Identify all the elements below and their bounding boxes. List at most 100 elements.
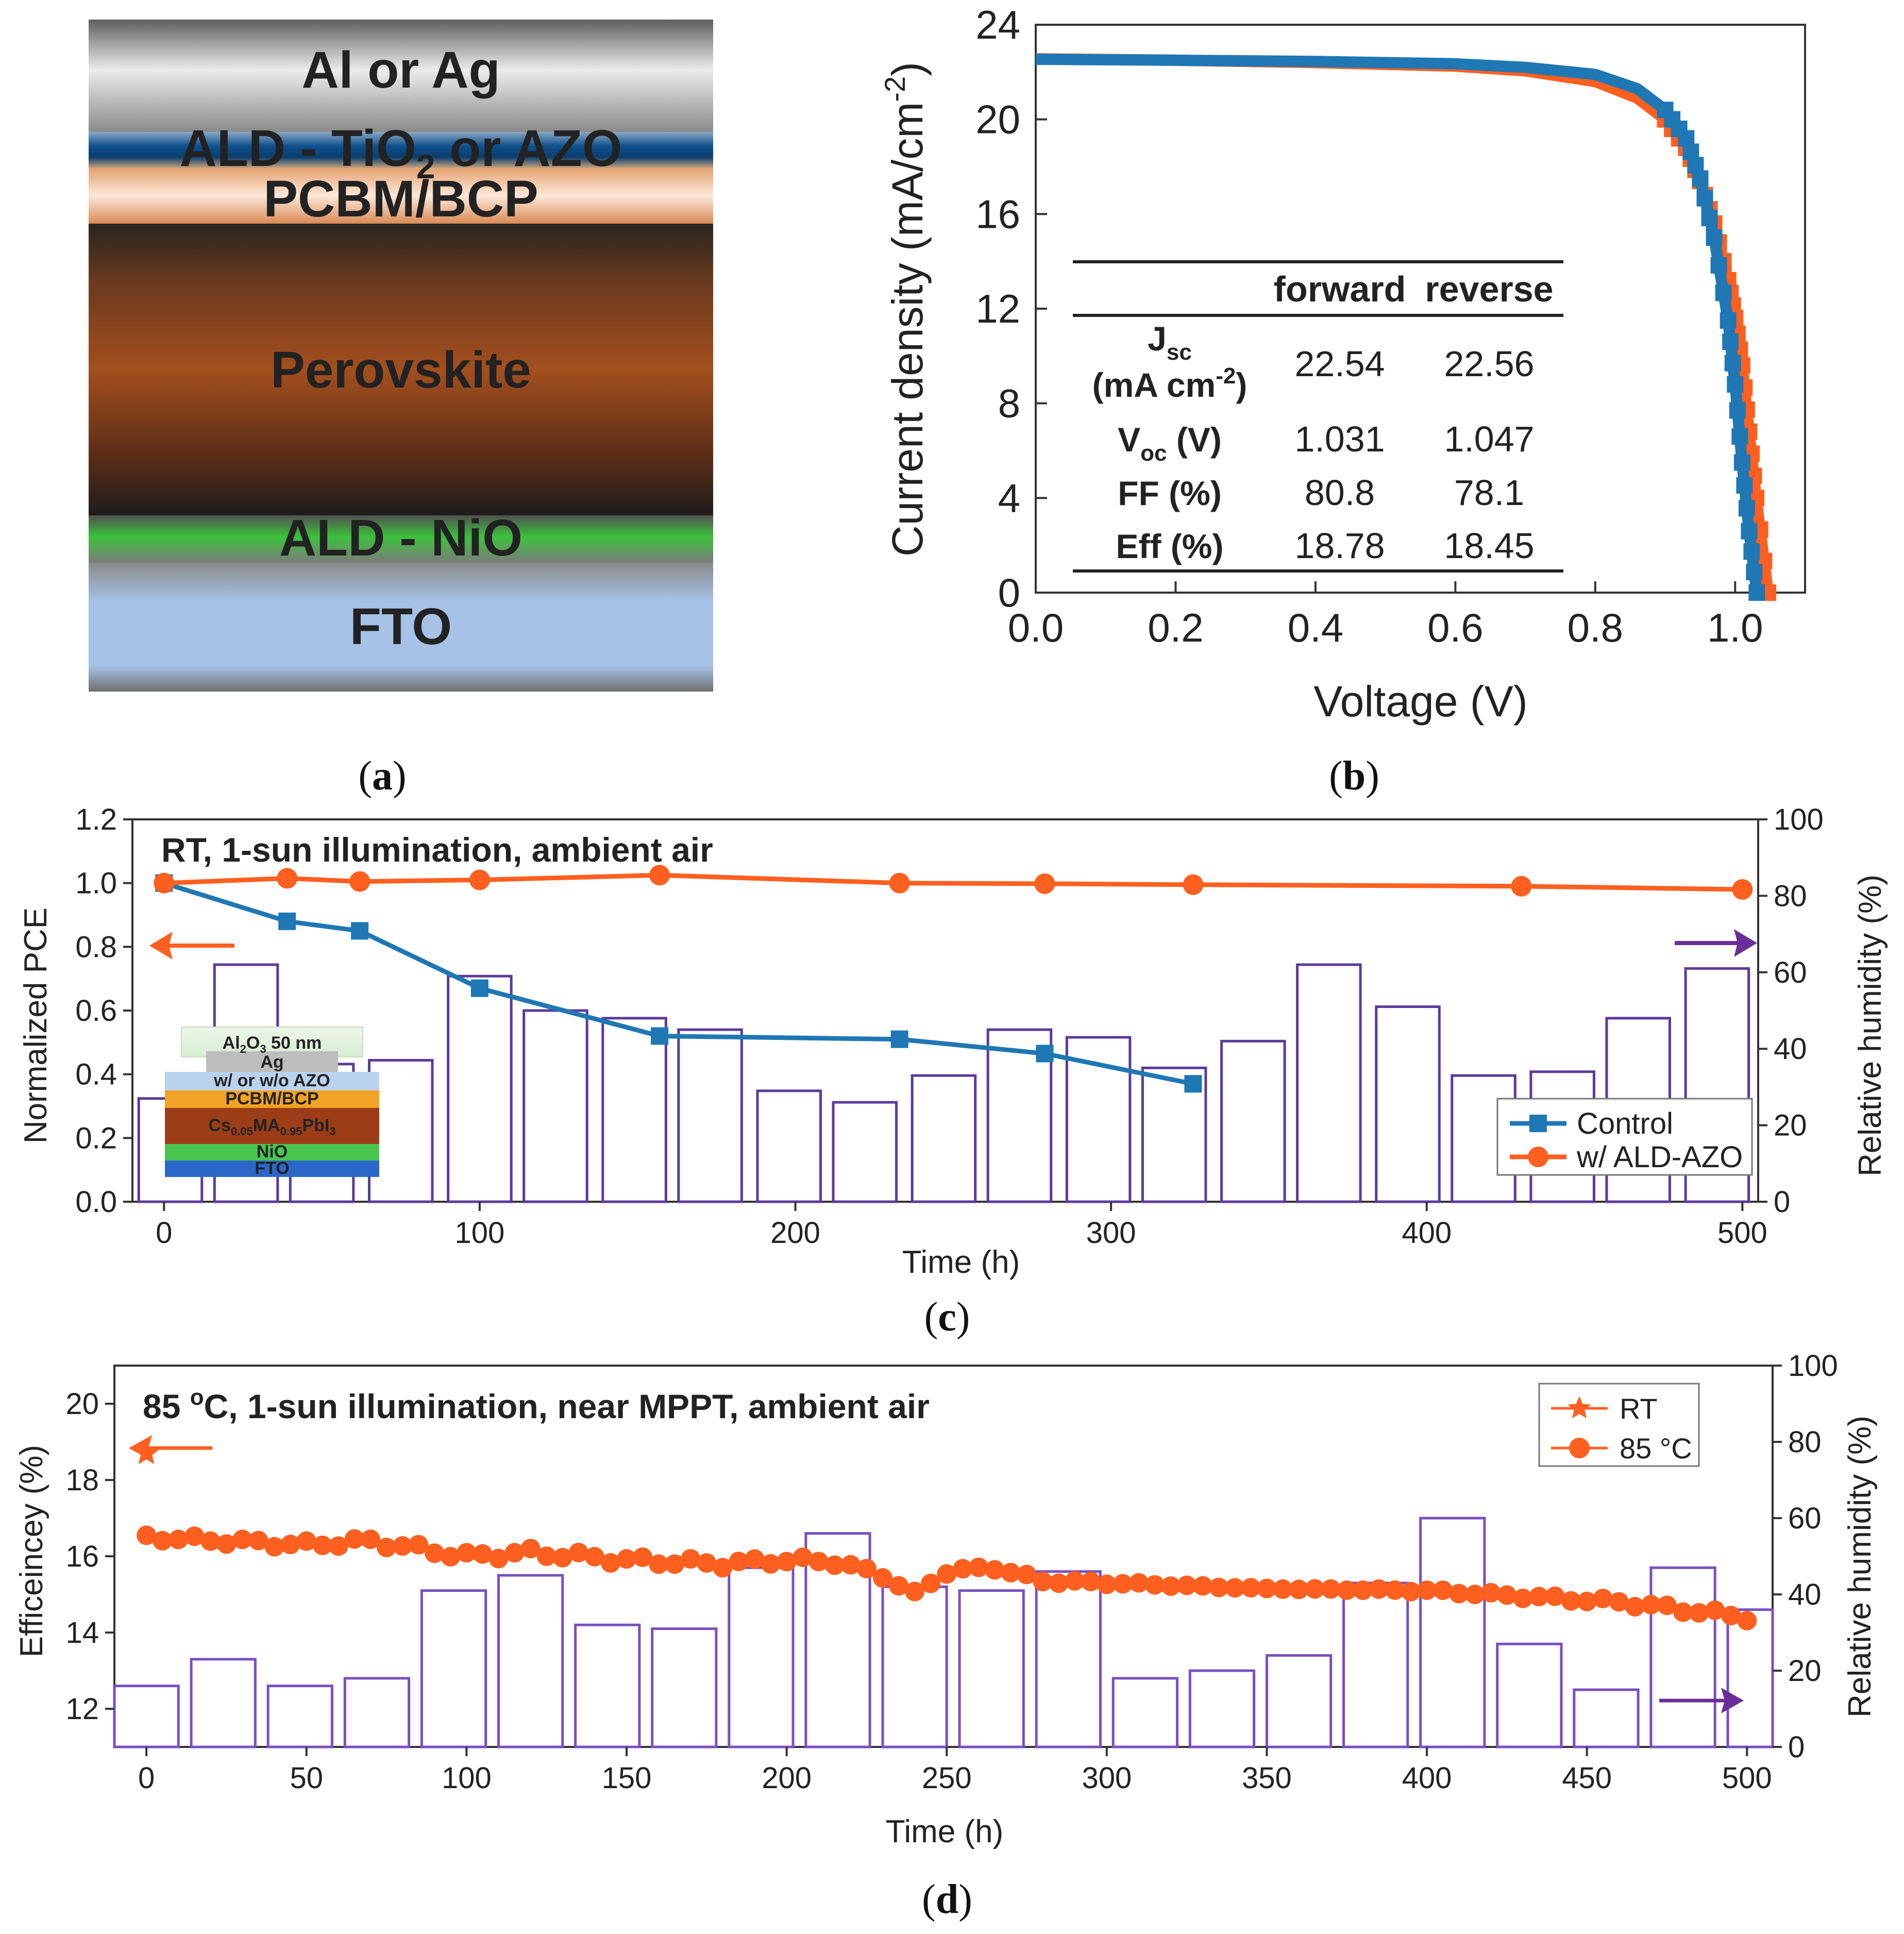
jv-marker-forward (1733, 454, 1750, 471)
efficiency-point-85c (1545, 1586, 1565, 1606)
efficiency-point-85c (232, 1529, 252, 1550)
jv-curve-reverse (1035, 53, 1774, 594)
inset-layer-ag (206, 1051, 338, 1072)
humidity-bar (1296, 963, 1362, 1203)
table-voc-forward: 1.031 (1294, 419, 1385, 459)
efficiency-point-85c (360, 1529, 380, 1549)
chart-c-xtick-label: 200 (770, 1216, 820, 1250)
efficiency-point-85c (1209, 1577, 1229, 1597)
layer-fto (89, 563, 713, 692)
chart-d-right-arrow (1659, 1688, 1744, 1713)
humidity-bar (911, 1074, 977, 1203)
efficiency-point-85c (1657, 1595, 1677, 1616)
efficiency-point-85c (1689, 1603, 1709, 1623)
inset-layer-pcbm (165, 1090, 379, 1108)
chart-d-xtick-label: 500 (1722, 1761, 1772, 1795)
chart-c-ytick-label: 1.2 (75, 803, 117, 836)
efficiency-point-85c (1385, 1580, 1405, 1600)
efficiency-point-85c (953, 1559, 973, 1579)
efficiency-point-85c (793, 1547, 813, 1567)
inset-label-nio: NiO (257, 1142, 288, 1162)
chart-c-xtick-label: 300 (1086, 1216, 1136, 1250)
table-row-voc-label: Voc (V) (1118, 421, 1222, 466)
efficiency-point-85c (441, 1546, 461, 1567)
efficiency-point-85c (1145, 1575, 1165, 1595)
inset-layer-azo (165, 1072, 379, 1090)
humidity-bar (986, 1028, 1053, 1203)
pce-point-ald-azo (277, 868, 298, 889)
chart-c-ytick-label: 0.0 (75, 1185, 117, 1219)
chart-d-ytick-label: 14 (65, 1616, 99, 1650)
chart-b-xtick-label: 1.0 (1707, 605, 1763, 650)
humidity-bar (190, 1658, 257, 1748)
efficiency-point-85c (1193, 1576, 1213, 1596)
chart-d-xtick-label: 300 (1082, 1761, 1132, 1795)
efficiency-point-85c (872, 1568, 892, 1588)
pce-point-ald-azo (349, 871, 370, 892)
legend-85c: 85 °C (1620, 1432, 1692, 1465)
efficiency-point-85c (1401, 1582, 1421, 1602)
chart-d-y2tick-label: 40 (1788, 1578, 1822, 1611)
chart-d-xtick-label: 150 (602, 1761, 652, 1795)
efficiency-point-85c (840, 1555, 861, 1575)
humidity-bar (1265, 1654, 1333, 1748)
efficiency-point-85c (1369, 1579, 1389, 1599)
pce-point-control (351, 922, 369, 940)
efficiency-point-85c (1049, 1573, 1069, 1593)
efficiency-point-85c (761, 1554, 781, 1574)
efficiency-point-85c (1001, 1562, 1021, 1583)
pce-point-ald-azo (1511, 876, 1532, 897)
chart-d-legend: RT 85 °C (1538, 1383, 1700, 1467)
table-eff-forward: 18.78 (1294, 526, 1385, 566)
humidity-bar (1419, 1517, 1486, 1748)
efficiency-point-85c (200, 1531, 221, 1551)
efficiency-point-85c (1337, 1580, 1357, 1600)
pce-point-ald-azo (469, 869, 490, 890)
legend-rt-star (1568, 1396, 1591, 1419)
efficiency-point-85c (184, 1526, 205, 1546)
efficiency-point-85c (665, 1554, 685, 1574)
layer-perovskite (89, 224, 713, 515)
humidity-bar (523, 1009, 588, 1203)
legend-control: Control (1577, 1107, 1673, 1140)
efficiency-point-85c (584, 1546, 604, 1567)
table-row-jsc-unit: (mA cm-2) (1092, 363, 1248, 404)
pce-point-control (651, 1027, 669, 1045)
chart-d-xtick-label: 200 (762, 1761, 812, 1795)
layer-label-perovskite: Perovskite (271, 341, 531, 399)
layer-metal (89, 20, 713, 132)
inset-label-fto: FTO (255, 1158, 289, 1178)
table-row-jsc-label: Jsc (1148, 319, 1192, 365)
efficiency-point-85c (808, 1552, 829, 1572)
pce-point-control (278, 912, 296, 930)
inset-layer-perovskite (165, 1108, 379, 1144)
efficiency-point-85c (153, 1531, 173, 1551)
chart-d-y2label: Relative humidity (%) (1842, 1416, 1878, 1718)
efficiency-point-85c (1513, 1588, 1533, 1608)
efficiency-point-85c (681, 1549, 701, 1569)
chart-d-y2tick-label: 20 (1788, 1654, 1822, 1688)
efficiency-point-85c (856, 1558, 877, 1578)
efficiency-point-85c (1113, 1574, 1133, 1594)
efficiency-point-85c (1577, 1591, 1597, 1611)
chart-b-ytick-label: 8 (998, 381, 1020, 426)
humidity-bar (1220, 1039, 1286, 1203)
efficiency-point-85c (1433, 1580, 1453, 1600)
efficiency-point-85c (1673, 1602, 1693, 1622)
efficiency-point-85c (1705, 1600, 1725, 1620)
efficiency-point-85c (216, 1534, 237, 1554)
pce-point-ald-azo (1183, 874, 1204, 895)
chart-c-xlabel: Time (h) (902, 1245, 1020, 1280)
chart-d-xtick-label: 450 (1562, 1761, 1612, 1795)
chart-b-xtick-label: 0.4 (1288, 605, 1343, 650)
inset-label-al2o3: Al2O3 50 nm (223, 1033, 322, 1055)
efficiency-point-85c (1017, 1565, 1037, 1585)
chart-c-y2tick-label: 20 (1774, 1109, 1807, 1142)
chart-d-title: 85 oC, 1-sun illumination, near MPPT, am… (143, 1385, 930, 1425)
efficiency-point-85c (1641, 1594, 1661, 1615)
chart-c-xtick-label: 500 (1717, 1216, 1767, 1250)
humidity-bar (1649, 1566, 1716, 1748)
pce-line-ald-azo (164, 872, 1743, 892)
chart-c-y2tick-label: 0 (1774, 1185, 1790, 1219)
efficiency-point-85c (1737, 1610, 1757, 1630)
